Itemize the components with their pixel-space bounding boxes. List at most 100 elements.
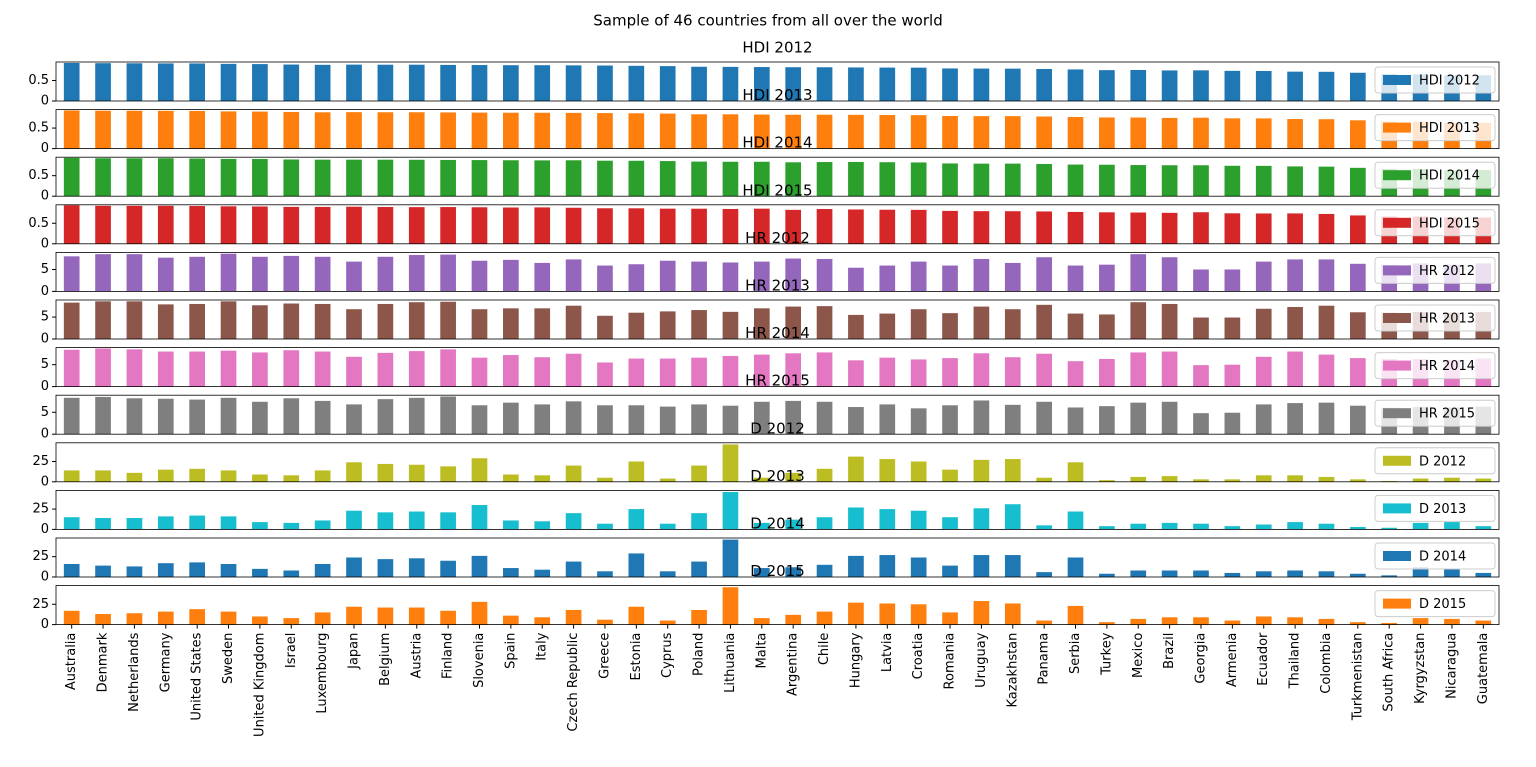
- bar: [126, 398, 143, 435]
- legend-box: [1374, 66, 1496, 94]
- bar: [95, 565, 111, 577]
- bar: [1318, 213, 1335, 244]
- bar: [346, 112, 362, 149]
- x-tick-label: Israel: [284, 633, 299, 669]
- bar: [722, 539, 739, 577]
- bar: [1224, 269, 1241, 292]
- bar: [1318, 571, 1335, 577]
- bar: [910, 604, 927, 625]
- x-tick-label: Armenia: [1225, 633, 1240, 688]
- bar: [220, 206, 237, 244]
- bar: [252, 111, 268, 149]
- bar: [1067, 361, 1084, 387]
- bar: [534, 521, 551, 530]
- bar: [408, 558, 425, 577]
- bar: [1224, 317, 1241, 339]
- bar: [1004, 603, 1021, 625]
- bar: [785, 209, 802, 244]
- chart-title: HR 2015: [745, 372, 810, 390]
- bar: [1130, 302, 1147, 339]
- bar: [1099, 117, 1115, 149]
- bar: [628, 461, 645, 482]
- bar: [252, 64, 268, 101]
- chart-title: D 2013: [750, 467, 805, 485]
- bar: [691, 465, 707, 482]
- bar: [659, 161, 676, 197]
- bar: [126, 301, 143, 339]
- y-tick-label: 0: [41, 141, 49, 156]
- x-tick-label: Cyprus: [660, 632, 675, 678]
- bar: [534, 475, 551, 482]
- bar: [722, 355, 739, 387]
- bar: [1130, 165, 1147, 197]
- bar: [910, 67, 927, 101]
- bar: [942, 313, 958, 339]
- legend-label: HR 2013: [1419, 312, 1475, 327]
- bar: [471, 309, 488, 339]
- bar: [95, 301, 111, 339]
- bar: [126, 205, 143, 244]
- bar: [252, 352, 268, 387]
- bar: [785, 472, 802, 482]
- bar: [377, 159, 394, 197]
- legend-label: D 2014: [1419, 550, 1466, 565]
- bar: [942, 565, 958, 577]
- chart-title: D 2014: [750, 515, 805, 533]
- legend-box: [1374, 399, 1496, 427]
- bar: [1161, 401, 1178, 435]
- bar: [879, 209, 896, 244]
- bar: [283, 570, 300, 577]
- axes-frame: [55, 489, 1500, 530]
- bar: [252, 474, 268, 482]
- bar: [157, 611, 174, 625]
- bar: [1130, 117, 1147, 149]
- bar: [157, 398, 174, 435]
- bar: [722, 66, 739, 101]
- x-tick-label: Poland: [692, 633, 707, 676]
- y-tick-label: 0: [41, 474, 49, 489]
- bar: [126, 110, 143, 149]
- bar: [157, 469, 174, 482]
- bar: [1161, 303, 1178, 339]
- bar: [691, 310, 707, 339]
- y-tick-label: 25: [32, 549, 49, 564]
- legend-swatch: [1383, 265, 1411, 276]
- y-tick-label: 0: [41, 570, 49, 585]
- y-tick-label: 0: [41, 189, 49, 204]
- bar: [1036, 525, 1052, 530]
- bar: [1067, 407, 1084, 435]
- legend-label: D 2013: [1419, 502, 1466, 517]
- bar: [283, 303, 300, 339]
- bar: [1099, 314, 1115, 339]
- bar: [722, 262, 739, 292]
- bar: [95, 396, 111, 435]
- bar: [1381, 575, 1398, 577]
- x-tick-label: Germany: [158, 632, 173, 692]
- bar: [565, 207, 582, 244]
- bar: [1161, 212, 1178, 244]
- bar: [597, 362, 613, 387]
- x-tick-label: Lithuania: [723, 633, 738, 693]
- bar: [408, 64, 425, 101]
- bar: [189, 562, 206, 577]
- x-tick-label: Hungary: [848, 632, 863, 688]
- chart-title: HR 2014: [745, 324, 810, 342]
- bar: [628, 264, 645, 292]
- bar: [63, 302, 80, 339]
- axes-frame: [55, 251, 1500, 292]
- chart-title: HR 2012: [745, 229, 810, 247]
- bar: [722, 114, 739, 149]
- bar: [1255, 524, 1272, 530]
- bar: [1287, 475, 1303, 482]
- x-tick-label: Argentina: [786, 633, 801, 696]
- x-tick-label: Thailand: [1288, 633, 1303, 690]
- bar: [691, 513, 707, 530]
- bar: [283, 111, 300, 149]
- bar: [1161, 257, 1178, 292]
- bar: [63, 517, 80, 530]
- x-tick-label: Mexico: [1131, 633, 1146, 678]
- bar: [1161, 117, 1178, 149]
- axes-frame: [55, 61, 1500, 102]
- bar: [377, 607, 394, 625]
- bar: [126, 63, 143, 101]
